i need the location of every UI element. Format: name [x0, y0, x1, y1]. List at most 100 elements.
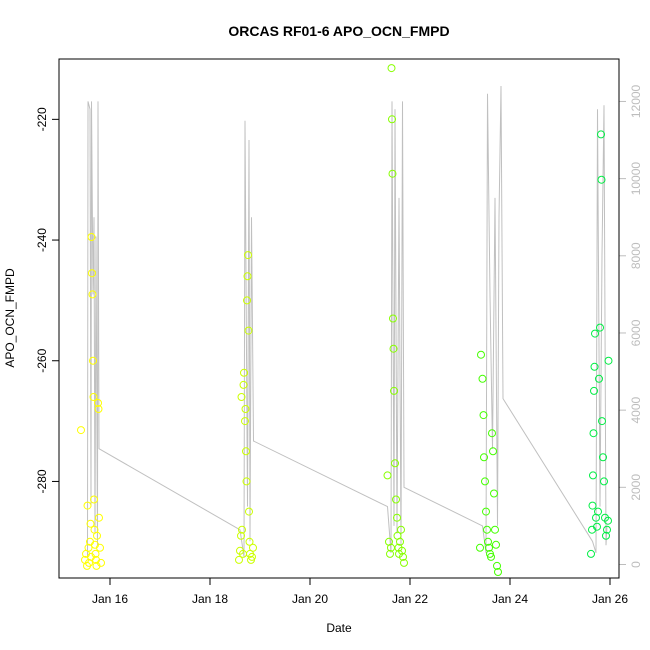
data-point — [590, 386, 598, 395]
data-point — [83, 501, 92, 510]
data-point — [388, 169, 397, 178]
data-point — [488, 429, 496, 438]
data-point — [389, 314, 397, 323]
y2-tick-label: 12000 — [629, 84, 643, 118]
data-point — [484, 537, 492, 546]
axes-layer: Jan 16 Jan 18 Jan 20 Jan 22 Jan 24 Jan 26 -280… — [35, 84, 643, 606]
data-point — [599, 453, 607, 462]
data-point — [477, 350, 485, 359]
data-point — [245, 507, 253, 516]
series-5 — [587, 130, 613, 558]
y2-tick-label: 2000 — [629, 474, 643, 501]
y2-tick-label: 6000 — [629, 319, 643, 346]
series-2 — [235, 251, 257, 564]
data-point — [237, 393, 246, 401]
series-1 — [77, 233, 105, 570]
data-point — [492, 540, 500, 549]
data-point — [481, 477, 489, 486]
data-point — [597, 130, 605, 139]
data-point — [589, 471, 597, 480]
data-point — [245, 537, 254, 546]
data-point — [387, 64, 396, 73]
data-point — [595, 374, 603, 383]
data-point — [241, 405, 250, 413]
data-point — [596, 323, 604, 332]
data-point — [594, 507, 602, 516]
data-point — [602, 531, 610, 540]
data-point — [398, 546, 406, 555]
y2-tick-label: 10000 — [629, 162, 643, 196]
y2-tick-label: 8000 — [629, 242, 643, 269]
data-point — [89, 356, 97, 365]
data-point — [587, 549, 595, 558]
data-point — [392, 495, 400, 504]
data-point — [485, 543, 493, 552]
data-point — [600, 477, 608, 486]
data-point — [478, 374, 487, 383]
data-point — [588, 501, 597, 510]
data-point — [383, 471, 392, 480]
x-tick-label: Jan 16 — [92, 592, 128, 606]
series-4 — [476, 350, 502, 576]
data-point — [93, 531, 101, 540]
plot-frame — [58, 58, 620, 579]
y2-tick-label: 0 — [629, 561, 643, 568]
data-point — [242, 447, 250, 456]
data-point — [241, 417, 249, 426]
data-point — [487, 552, 495, 561]
data-point — [476, 543, 484, 552]
data-point — [491, 525, 499, 534]
data-point — [598, 417, 606, 426]
points-layer — [77, 64, 613, 576]
data-point — [96, 543, 104, 552]
y-tick-label: -220 — [35, 107, 49, 131]
data-point — [237, 531, 245, 540]
data-point — [89, 393, 98, 401]
data-point — [396, 537, 404, 546]
data-point — [390, 386, 398, 395]
data-point — [95, 513, 103, 522]
data-point — [243, 272, 252, 281]
chart-title: ORCAS RF01-6 APO_OCN_FMPD — [228, 23, 449, 39]
data-point — [235, 555, 243, 564]
data-point — [397, 525, 405, 534]
data-point — [77, 426, 85, 435]
data-point — [249, 543, 257, 552]
data-point — [239, 380, 248, 389]
y-tick-label: -240 — [35, 228, 49, 252]
data-point — [238, 525, 246, 534]
data-point — [399, 552, 407, 561]
data-point — [483, 525, 491, 534]
data-point — [94, 405, 103, 413]
data-point — [88, 290, 97, 299]
data-point — [591, 329, 599, 338]
altitude-line — [87, 85, 608, 557]
y-tick-label: -280 — [35, 469, 49, 493]
y2-tick-label: 4000 — [629, 396, 643, 423]
x-tick-label: Jan 18 — [192, 592, 228, 606]
x-tick-label: Jan 26 — [592, 592, 628, 606]
x-axis-label: Date — [326, 621, 352, 635]
data-point — [90, 495, 98, 504]
data-point — [590, 362, 599, 371]
data-point — [242, 477, 251, 486]
data-point — [593, 522, 601, 531]
x-tick-label: Jan 24 — [492, 592, 528, 606]
data-point — [400, 558, 408, 567]
data-point — [386, 549, 394, 558]
data-point — [597, 175, 606, 184]
data-point — [489, 447, 497, 456]
data-point — [391, 459, 399, 468]
data-point — [244, 326, 253, 335]
data-point — [94, 399, 102, 407]
y-axis-label: APO_OCN_FMPD — [3, 268, 17, 368]
data-point — [393, 513, 401, 522]
data-point — [604, 356, 613, 365]
data-point — [388, 115, 396, 124]
data-point — [603, 525, 611, 534]
data-point — [87, 233, 96, 241]
altitude-layer — [87, 85, 608, 557]
data-point — [240, 368, 248, 377]
